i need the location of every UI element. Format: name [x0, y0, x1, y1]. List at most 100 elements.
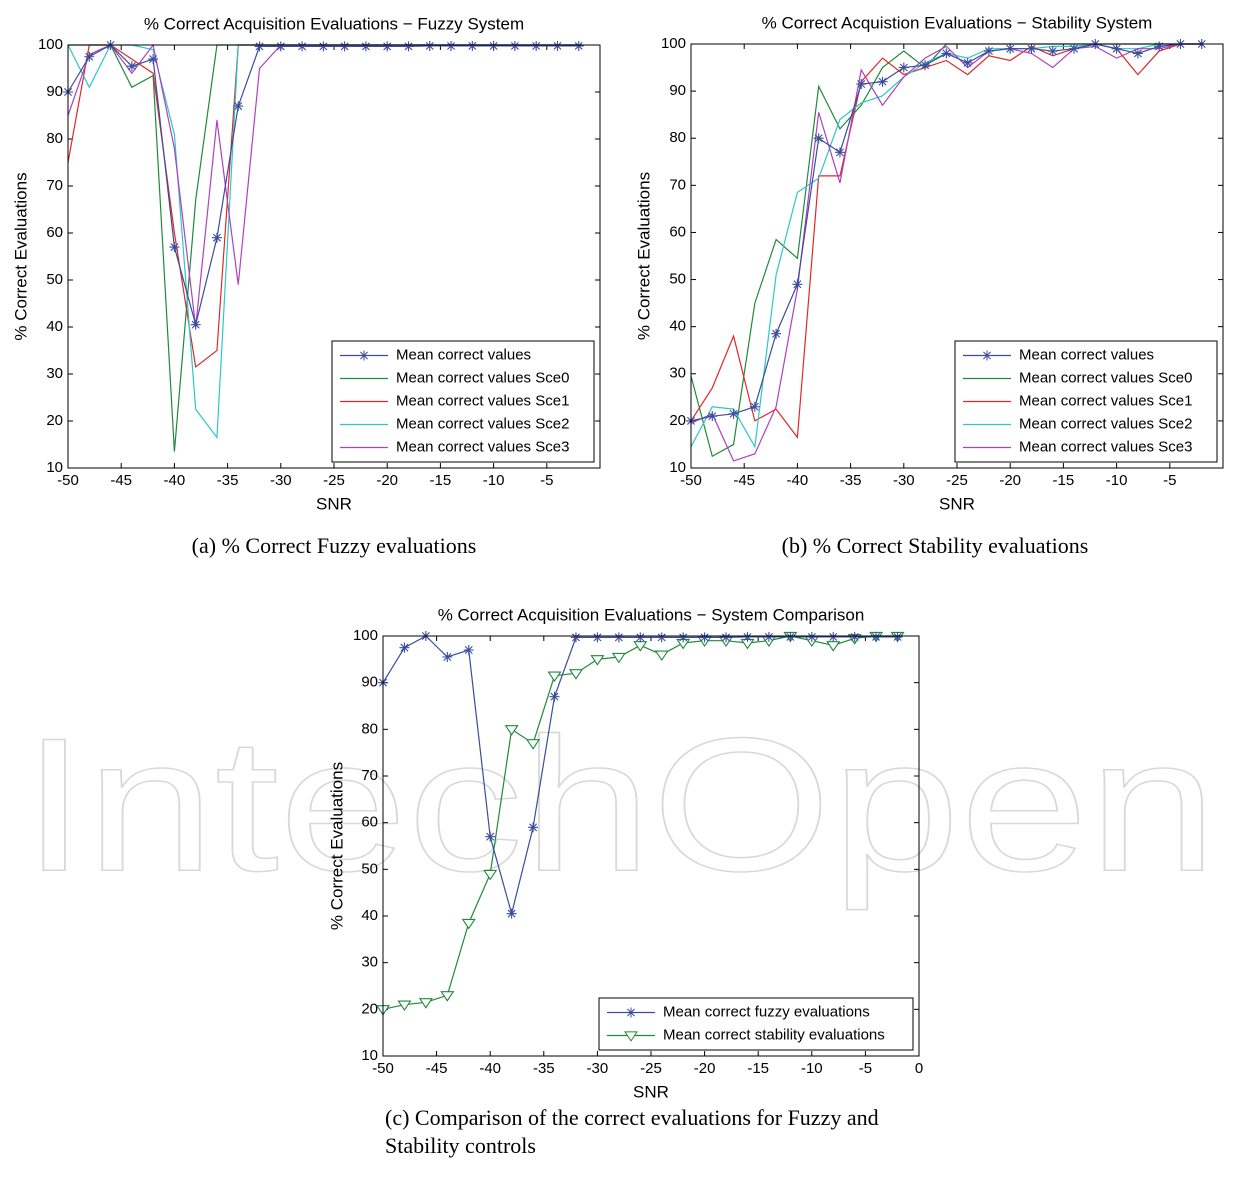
data-point: [424, 40, 435, 51]
y-tick-label: 90: [46, 83, 63, 100]
data-point: [1047, 46, 1058, 57]
y-tick-label: 10: [669, 459, 686, 476]
data-point: [254, 41, 265, 52]
data-point: [728, 408, 739, 419]
y-tick-label: 50: [46, 271, 63, 288]
data-point: [506, 908, 517, 919]
data-point: [485, 831, 496, 842]
x-tick-label: -20: [376, 472, 398, 489]
data-point: [382, 41, 393, 52]
x-tick-label: -15: [1053, 472, 1075, 489]
legend-box: [598, 997, 914, 1051]
legend-label: Mean correct values Sce2: [396, 415, 569, 432]
data-point: [1005, 43, 1016, 54]
y-tick-label: 50: [669, 271, 686, 288]
x-tick-label: -30: [270, 472, 292, 489]
data-point: [461, 918, 476, 930]
data-point: [360, 41, 371, 52]
legend-label: Mean correct values: [1019, 346, 1154, 363]
plot-frame: [67, 44, 601, 469]
y-tick-label: 30: [361, 954, 378, 971]
data-point: [509, 40, 520, 51]
series-line: [67, 43, 579, 328]
plot-frame: [690, 43, 1224, 469]
legend-label: Mean correct values: [396, 346, 531, 363]
x-tick-label: 0: [915, 1060, 923, 1077]
x-axis-label: SNR: [316, 494, 352, 513]
y-axis-label: % Correct Evaluations: [11, 172, 30, 340]
x-tick-label: -5: [1163, 472, 1176, 489]
x-tick-label: -45: [110, 472, 132, 489]
y-tick-label: 100: [38, 36, 63, 53]
y-tick-label: 60: [46, 224, 63, 241]
x-tick-label: -30: [893, 472, 915, 489]
data-point: [84, 51, 95, 62]
data-point: [877, 76, 888, 87]
data-point: [592, 632, 603, 643]
x-axis-label: SNR: [939, 494, 975, 513]
y-tick-label: 20: [46, 412, 63, 429]
data-point: [1132, 48, 1143, 59]
y-tick-label: 30: [669, 365, 686, 382]
y-tick-label: 70: [669, 176, 686, 193]
data-point: [211, 232, 222, 243]
data-point: [1154, 41, 1165, 52]
data-point: [656, 632, 667, 643]
legend-marker: [359, 350, 369, 361]
legend-label: Mean correct values Sce0: [396, 369, 569, 386]
data-point: [611, 652, 626, 664]
data-point: [983, 46, 994, 57]
data-point: [962, 57, 973, 68]
x-tick-label: -45: [426, 1060, 448, 1077]
y-axis-label: % Correct Evaluations: [634, 172, 653, 340]
x-tick-label: -40: [479, 1060, 501, 1077]
data-point: [849, 631, 860, 642]
x-tick-label: -15: [747, 1060, 769, 1077]
data-point: [467, 40, 478, 51]
chart-title: % Correct Acquistion Evaluations − Stabi…: [762, 13, 1153, 32]
legend-label: Mean correct values Sce3: [1019, 438, 1192, 455]
data-point: [1069, 43, 1080, 54]
data-point: [721, 632, 732, 643]
y-tick-label: 30: [46, 365, 63, 382]
y-tick-label: 100: [661, 35, 686, 52]
data-point: [742, 631, 753, 642]
chart-title: % Correct Acquisition Evaluations − Syst…: [438, 605, 865, 624]
data-point: [771, 328, 782, 339]
y-tick-label: 80: [361, 720, 378, 737]
series-line: [67, 44, 579, 369]
data-point: [898, 62, 909, 73]
legend-label: Mean correct values Sce3: [396, 438, 569, 455]
y-tick-label: 10: [361, 1047, 378, 1064]
x-tick-label: -40: [164, 472, 186, 489]
x-tick-label: -30: [587, 1060, 609, 1077]
data-point: [440, 991, 455, 1002]
x-tick-label: -20: [694, 1060, 716, 1077]
data-point: [892, 631, 903, 642]
data-point: [339, 41, 350, 52]
chart-title: % Correct Acquisition Evaluations − Fuzz…: [144, 14, 524, 33]
y-tick-label: 90: [361, 674, 378, 691]
y-tick-label: 100: [353, 627, 378, 644]
caption: (b) % Correct Stability evaluations: [781, 533, 1089, 558]
legend-marker: [626, 1007, 636, 1018]
data-point: [397, 1000, 412, 1012]
data-point: [813, 133, 824, 144]
data-point: [792, 279, 803, 290]
data-point: [568, 669, 583, 680]
y-tick-label: 50: [361, 860, 378, 877]
x-tick-label: -50: [680, 472, 702, 489]
data-point: [399, 642, 410, 653]
data-point: [613, 632, 624, 643]
data-point: [528, 822, 539, 833]
data-point: [749, 401, 760, 412]
data-point: [297, 41, 308, 52]
x-tick-label: -25: [640, 1060, 662, 1077]
data-point: [418, 998, 433, 1009]
data-point: [856, 79, 867, 90]
data-point: [871, 631, 882, 642]
data-point: [504, 725, 519, 736]
data-point: [483, 869, 498, 881]
legend-marker: [982, 350, 992, 361]
